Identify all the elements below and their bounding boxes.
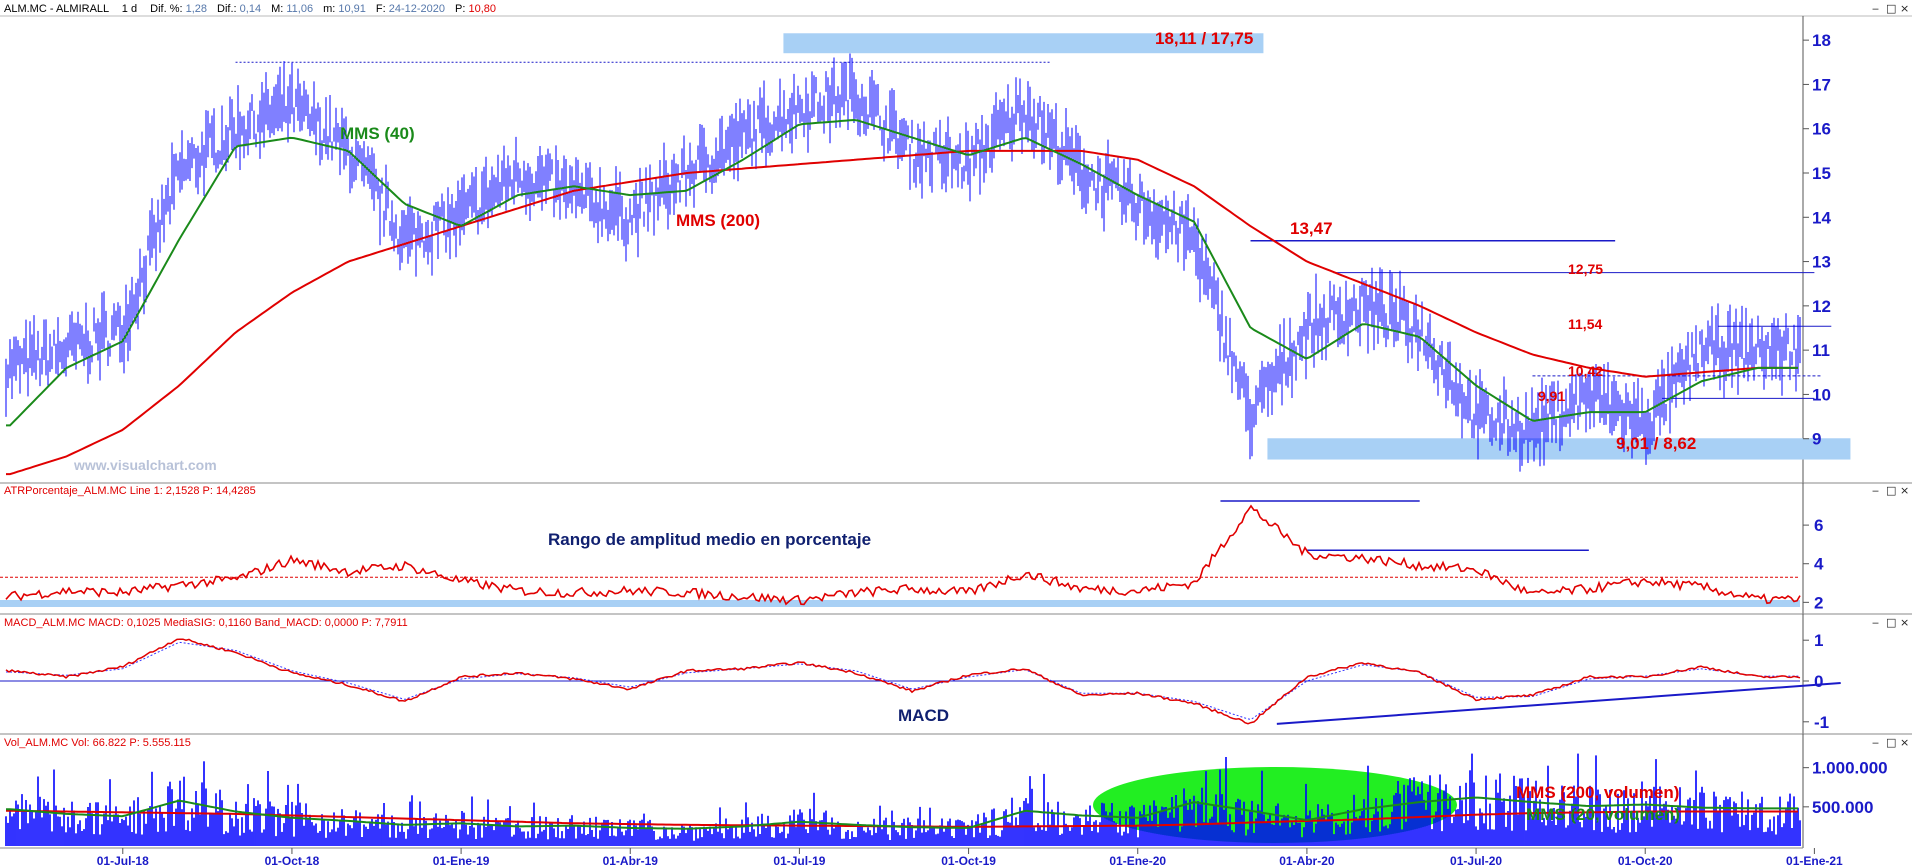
atr-maximize-button[interactable]: □ bbox=[1886, 484, 1896, 497]
zone-top-label: 18,11 / 17,75 bbox=[1155, 29, 1253, 48]
volume-maximize-button[interactable]: □ bbox=[1886, 736, 1896, 749]
maximize-button[interactable]: □ bbox=[1886, 2, 1896, 15]
price-header: ALM.MC - ALMIRALL 1 d Dif. %: 1,28 Dif.: … bbox=[4, 3, 496, 15]
zone-top bbox=[783, 33, 1264, 54]
header-value-4: 24-12-2020 bbox=[389, 3, 445, 15]
atr-zone bbox=[0, 600, 1800, 607]
date-axis: 01-Jul-18 01-Oct-18 01-Ene-19 01-Abr-19 01-J… bbox=[0, 847, 1843, 867]
price-ytick-label: 11 bbox=[1812, 341, 1830, 360]
volume-sma200-label: MMS (200, volumen) bbox=[1516, 783, 1679, 802]
level-991-label: 9,91 bbox=[1538, 388, 1565, 404]
volume-minimize-button[interactable]: ‒ bbox=[1872, 736, 1879, 749]
header-value-3: 10,91 bbox=[338, 3, 366, 15]
atr-line bbox=[5, 504, 1801, 606]
date-tick-label: 01-Oct-20 bbox=[1618, 854, 1673, 867]
price-ytick-label: 16 bbox=[1812, 120, 1831, 139]
date-tick-label: 01-Oct-18 bbox=[265, 854, 320, 867]
macd-annotation: MACD bbox=[898, 706, 949, 725]
macd-trend-line bbox=[1276, 682, 1841, 725]
timeframe-label: 1 d bbox=[122, 3, 137, 15]
header-value-1: 0,14 bbox=[240, 3, 261, 15]
level-1042-label: 10,42 bbox=[1568, 363, 1603, 379]
macd-header: MACD_ALM.MC MACD: 0,1025 MediaSIG: 0,116… bbox=[4, 617, 408, 629]
price-ytick-label: 12 bbox=[1812, 297, 1831, 316]
macd-maximize-button[interactable]: □ bbox=[1886, 616, 1896, 629]
price-bars bbox=[5, 53, 1801, 472]
header-values: Dif. %: 1,28 Dif.: 0,14 M: 11,06 m: 10,91 F:… bbox=[150, 3, 496, 15]
header-label-2: M: bbox=[271, 3, 286, 15]
header-value-0: 1,28 bbox=[186, 3, 207, 15]
atr-ytick-label: 4 bbox=[1814, 555, 1824, 574]
zone-bottom-label: 9,01 / 8,62 bbox=[1616, 434, 1696, 453]
macd-close-button[interactable]: × bbox=[1900, 616, 1909, 629]
date-tick-label: 01-Jul-19 bbox=[773, 854, 825, 867]
volume-sma20-label: MMS (20, volumen) bbox=[1526, 805, 1680, 824]
atr-annotation: Rango de amplitud medio en porcentaje bbox=[548, 530, 871, 549]
header-label-0: Dif. %: bbox=[150, 3, 185, 15]
header-value-5: 10,80 bbox=[468, 3, 496, 15]
header-value-2: 11,06 bbox=[286, 3, 313, 15]
level-1275-label: 12,75 bbox=[1568, 261, 1603, 277]
date-tick-label: 01-Ene-21 bbox=[1786, 854, 1843, 867]
header-label-1: Dif.: bbox=[217, 3, 240, 15]
atr-panel: 2 4 6 ATRPorcentaje_ALM.MC Line 1: 2,1528 … bbox=[0, 483, 1912, 615]
zone-bottom bbox=[1267, 438, 1851, 460]
symbol-label: ALM.MC - ALMIRALL bbox=[4, 3, 109, 15]
date-tick-label: 01-Abr-20 bbox=[1279, 854, 1335, 867]
price-ytick-label: 17 bbox=[1812, 75, 1831, 94]
sma40-line bbox=[6, 118, 1798, 427]
atr-ytick-label: 2 bbox=[1814, 593, 1823, 612]
macd-ytick-label: 1 bbox=[1814, 631, 1823, 650]
macd-line bbox=[5, 638, 1801, 725]
volume-sma20-line bbox=[6, 796, 1798, 830]
macd-panel: 1 0 -1 MACD_ALM.MC MACD: 0,1025 MediaSIG: … bbox=[0, 614, 1912, 735]
macd-window-buttons: ‒ □ × bbox=[1872, 616, 1909, 629]
atr-window-buttons: ‒ □ × bbox=[1872, 484, 1909, 497]
date-tick-label: 01-Jul-20 bbox=[1450, 854, 1502, 867]
price-ytick-label: 13 bbox=[1812, 253, 1831, 272]
window-buttons: ‒ □ × bbox=[1872, 2, 1909, 15]
price-ytick-label: 9 bbox=[1812, 430, 1821, 449]
header-label-4: F: bbox=[376, 3, 389, 15]
atr-close-button[interactable]: × bbox=[1900, 484, 1909, 497]
volume-window-buttons: ‒ □ × bbox=[1872, 736, 1909, 749]
header-label-5: P: bbox=[455, 3, 468, 15]
minimize-button[interactable]: ‒ bbox=[1872, 2, 1879, 15]
atr-header: ATRPorcentaje_ALM.MC Line 1: 2,1528 P: 1… bbox=[4, 485, 256, 497]
macd-ytick-label: 0 bbox=[1814, 672, 1823, 691]
macd-ytick-label: -1 bbox=[1814, 713, 1829, 732]
date-tick-label: 01-Ene-20 bbox=[1109, 854, 1166, 867]
date-tick-label: 01-Oct-19 bbox=[941, 854, 996, 867]
date-tick-label: 01-Ene-19 bbox=[433, 854, 490, 867]
volume-ytick-label: 1.000.000 bbox=[1812, 759, 1888, 778]
price-ytick-label: 18 bbox=[1812, 31, 1831, 50]
price-ytick-label: 10 bbox=[1812, 385, 1831, 404]
level-1154-label: 11,54 bbox=[1568, 316, 1602, 332]
level-1347-label: 13,47 bbox=[1290, 219, 1333, 238]
atr-ytick-label: 6 bbox=[1814, 516, 1823, 535]
sma200-label: MMS (200) bbox=[676, 211, 760, 230]
watermark: www.visualchart.com bbox=[73, 457, 217, 473]
volume-header: Vol_ALM.MC Vol: 66.822 P: 5.555.115 bbox=[4, 737, 191, 749]
date-tick-label: 01-Abr-19 bbox=[603, 854, 659, 867]
sma40-label: MMS (40) bbox=[340, 124, 415, 143]
price-ytick-label: 14 bbox=[1812, 208, 1831, 227]
macd-minimize-button[interactable]: ‒ bbox=[1872, 616, 1879, 629]
macd-signal-line bbox=[6, 641, 1800, 720]
volume-ytick-label: 500.000 bbox=[1812, 798, 1873, 817]
volume-close-button[interactable]: × bbox=[1900, 736, 1909, 749]
close-button[interactable]: × bbox=[1900, 2, 1909, 15]
atr-minimize-button[interactable]: ‒ bbox=[1872, 484, 1879, 497]
header-label-3: m: bbox=[323, 3, 338, 15]
date-tick-label: 01-Jul-18 bbox=[97, 854, 149, 867]
volume-panel: 500.000 1.000.000 Vol_ALM.MC Vol: 66.822 … bbox=[4, 734, 1909, 848]
price-ytick-label: 15 bbox=[1812, 164, 1831, 183]
price-panel: 9 10 11 12 13 14 15 16 17 18 ALM.MC - ALMIRALL 1 … bbox=[0, 0, 1912, 484]
sma200-line bbox=[6, 149, 1798, 476]
